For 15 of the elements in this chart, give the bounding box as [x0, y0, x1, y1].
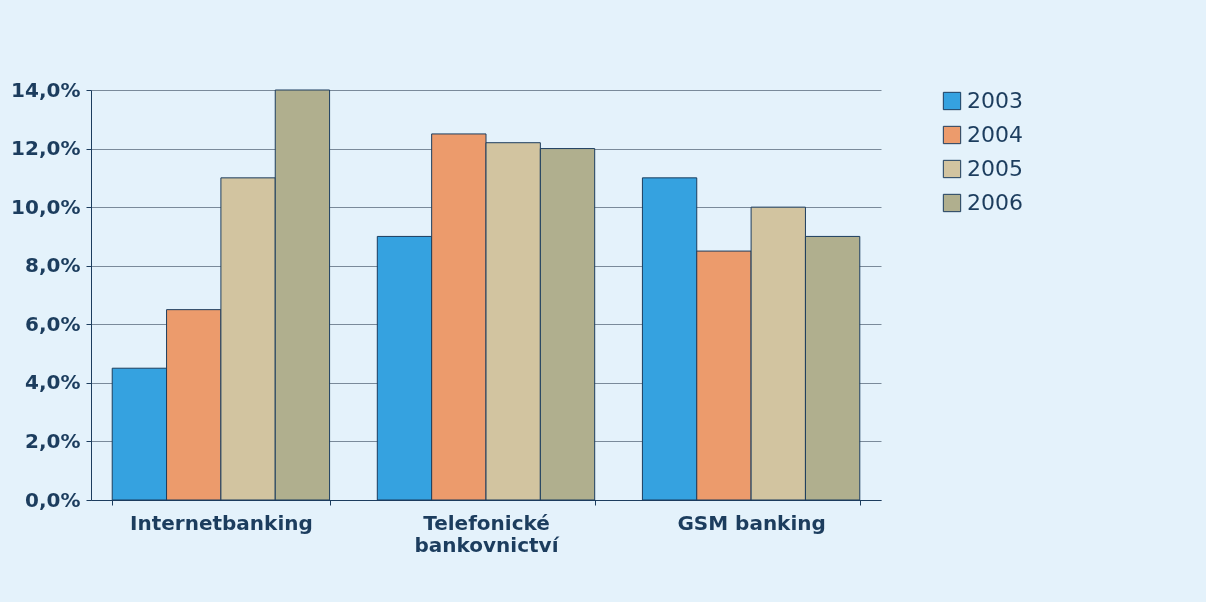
y-tick-label: 2,0%: [25, 428, 81, 453]
y-tick-label: 6,0%: [25, 311, 81, 336]
legend-label: 2005: [967, 156, 1023, 181]
y-tick-label: 12,0%: [11, 136, 81, 161]
y-tick-label: 14,0%: [11, 77, 81, 102]
legend-label: 2003: [967, 88, 1023, 113]
x-tick-label: GSM banking: [677, 510, 826, 535]
y-tick-label: 4,0%: [25, 370, 81, 395]
x-tick-label: Telefonické bankovnictví: [414, 510, 560, 557]
y-tick-label: 8,0%: [25, 253, 81, 278]
legend-label: 2004: [967, 122, 1023, 147]
legend-label: 2006: [967, 190, 1023, 215]
x-tick-label: Internetbanking: [130, 510, 313, 535]
y-tick-label: 10,0%: [11, 194, 81, 219]
y-tick-label: 0,0%: [25, 487, 81, 512]
